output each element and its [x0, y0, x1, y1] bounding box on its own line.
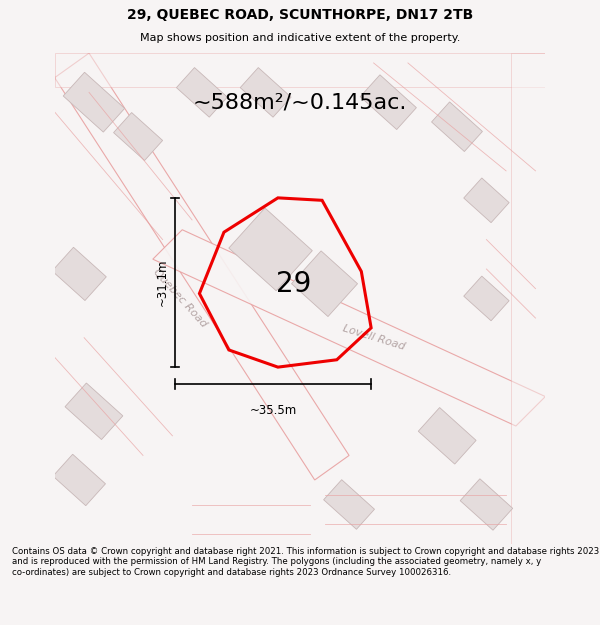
Polygon shape — [323, 480, 374, 529]
Polygon shape — [431, 102, 482, 151]
Polygon shape — [153, 230, 545, 426]
Polygon shape — [113, 112, 163, 161]
Polygon shape — [53, 454, 106, 506]
Text: Quebec Road: Quebec Road — [151, 268, 209, 329]
Text: Map shows position and indicative extent of the property.: Map shows position and indicative extent… — [140, 33, 460, 43]
Text: ~31.1m: ~31.1m — [156, 259, 169, 306]
Polygon shape — [460, 479, 512, 530]
Text: ~588m²/~0.145ac.: ~588m²/~0.145ac. — [193, 92, 407, 112]
Text: Lovell Road: Lovell Road — [341, 324, 406, 352]
Polygon shape — [229, 208, 313, 291]
Polygon shape — [52, 248, 106, 301]
Polygon shape — [464, 276, 509, 321]
Polygon shape — [65, 383, 123, 439]
Polygon shape — [63, 72, 125, 132]
Polygon shape — [511, 53, 545, 544]
Text: 29, QUEBEC ROAD, SCUNTHORPE, DN17 2TB: 29, QUEBEC ROAD, SCUNTHORPE, DN17 2TB — [127, 8, 473, 22]
Polygon shape — [418, 408, 476, 464]
Text: Contains OS data © Crown copyright and database right 2021. This information is : Contains OS data © Crown copyright and d… — [12, 547, 599, 577]
Polygon shape — [240, 68, 291, 117]
Polygon shape — [55, 53, 545, 88]
Polygon shape — [55, 53, 349, 480]
Polygon shape — [292, 251, 358, 316]
Polygon shape — [360, 75, 416, 129]
Text: ~35.5m: ~35.5m — [250, 404, 296, 417]
Text: 29: 29 — [276, 270, 311, 298]
Polygon shape — [176, 68, 227, 117]
Polygon shape — [464, 178, 509, 222]
